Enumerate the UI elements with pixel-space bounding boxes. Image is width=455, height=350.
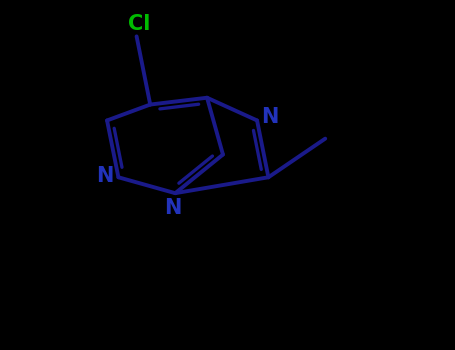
Text: Cl: Cl bbox=[128, 14, 150, 34]
Text: N: N bbox=[262, 107, 279, 127]
Text: N: N bbox=[164, 198, 182, 218]
Text: N: N bbox=[96, 166, 114, 186]
